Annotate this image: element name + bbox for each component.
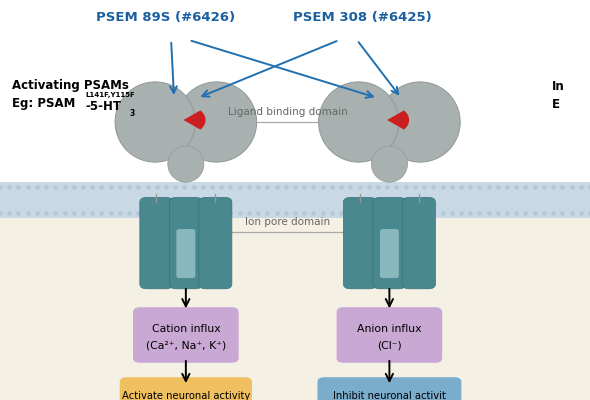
FancyBboxPatch shape xyxy=(343,198,376,289)
Text: Eg: PSAM: Eg: PSAM xyxy=(12,98,75,110)
Text: Ion pore domain: Ion pore domain xyxy=(245,217,330,227)
Text: PSEM 308 (#6425): PSEM 308 (#6425) xyxy=(293,12,432,24)
Bar xyxy=(0,182,590,218)
Text: L141F,Y115F: L141F,Y115F xyxy=(86,92,135,98)
Text: (Ca²⁺, Na⁺, K⁺): (Ca²⁺, Na⁺, K⁺) xyxy=(146,340,226,350)
Text: Ligand binding domain: Ligand binding domain xyxy=(228,107,348,117)
Bar xyxy=(0,0,590,192)
Wedge shape xyxy=(183,110,205,130)
FancyBboxPatch shape xyxy=(120,377,252,400)
Text: E: E xyxy=(552,98,560,110)
Text: -5-HT: -5-HT xyxy=(86,100,122,112)
Wedge shape xyxy=(387,110,409,130)
Text: Cation influx: Cation influx xyxy=(152,324,220,334)
FancyBboxPatch shape xyxy=(133,307,238,363)
Text: 3: 3 xyxy=(130,110,135,118)
Bar xyxy=(0,192,590,400)
Ellipse shape xyxy=(319,82,399,162)
FancyBboxPatch shape xyxy=(140,198,173,289)
FancyBboxPatch shape xyxy=(402,198,435,289)
FancyBboxPatch shape xyxy=(336,307,442,363)
Text: (Cl⁻): (Cl⁻) xyxy=(377,340,402,350)
Text: Activate neuronal activity: Activate neuronal activity xyxy=(122,391,250,400)
Text: Inhibit neuronal activit: Inhibit neuronal activit xyxy=(333,391,446,400)
Text: Activating PSAMs: Activating PSAMs xyxy=(12,80,129,92)
Text: Anion influx: Anion influx xyxy=(357,324,422,334)
FancyBboxPatch shape xyxy=(199,198,232,289)
FancyBboxPatch shape xyxy=(317,377,461,400)
Ellipse shape xyxy=(380,82,460,162)
FancyBboxPatch shape xyxy=(380,229,399,278)
Text: In: In xyxy=(552,80,565,92)
FancyBboxPatch shape xyxy=(176,229,195,278)
Ellipse shape xyxy=(176,82,257,162)
Ellipse shape xyxy=(115,82,195,162)
FancyBboxPatch shape xyxy=(169,198,202,289)
FancyBboxPatch shape xyxy=(373,198,406,289)
Text: PSEM 89S (#6426): PSEM 89S (#6426) xyxy=(96,12,235,24)
Ellipse shape xyxy=(168,146,204,182)
Ellipse shape xyxy=(371,146,408,182)
